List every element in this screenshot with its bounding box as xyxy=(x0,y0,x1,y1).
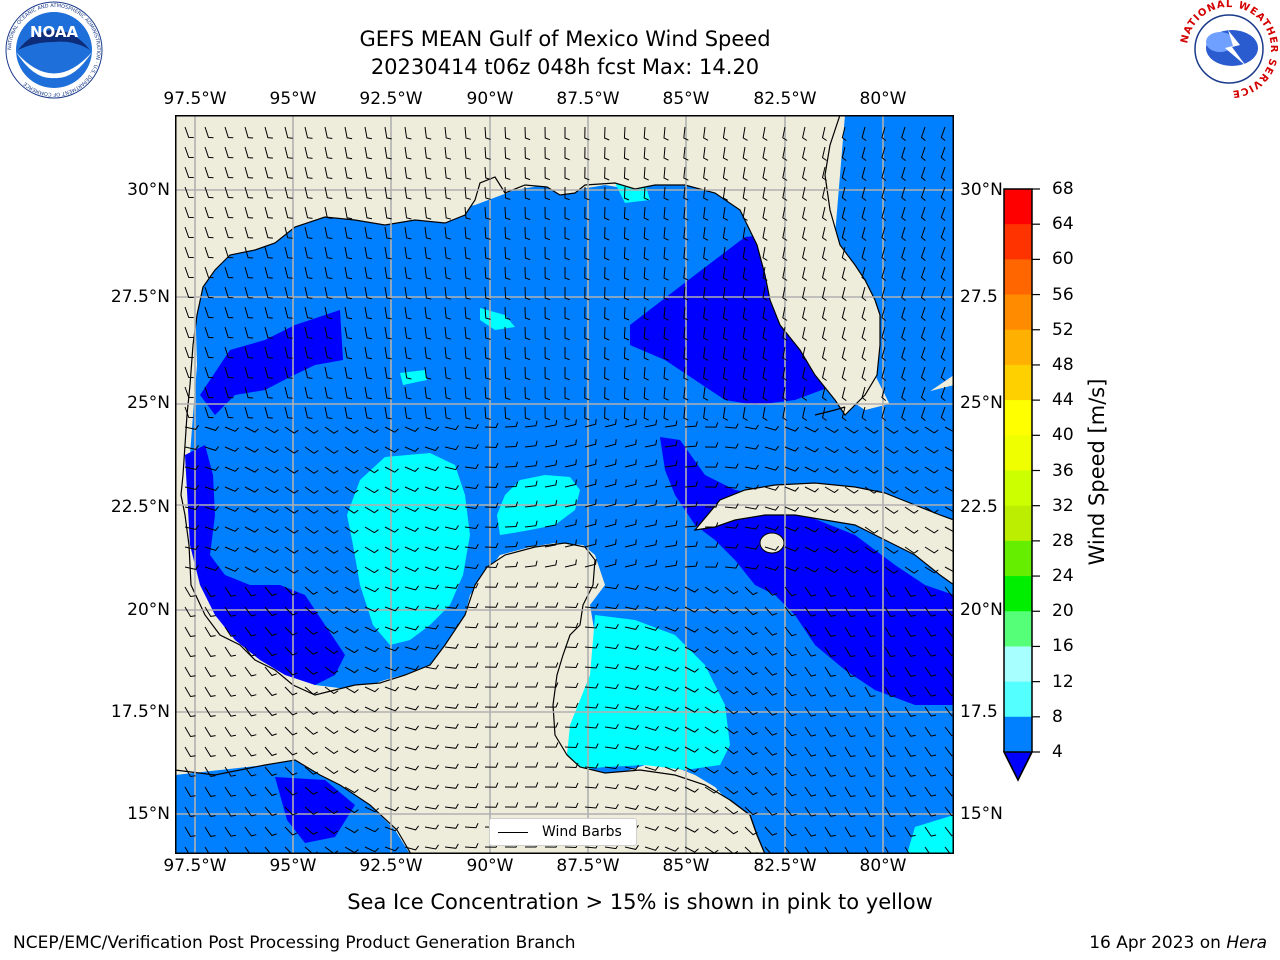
chart-title: GEFS MEAN Gulf of Mexico Wind Speed xyxy=(359,27,771,51)
colorbar xyxy=(1002,188,1040,782)
lon-tick-bottom: 85°W xyxy=(662,856,710,876)
footer-date-text: 16 Apr 2023 on xyxy=(1089,933,1227,953)
colorbar-label: 40 xyxy=(1052,425,1074,446)
svg-text:NOAA: NOAA xyxy=(30,23,79,41)
colorbar-label: 48 xyxy=(1052,354,1074,375)
lon-tick-top: 95°W xyxy=(269,89,317,109)
lon-tick-bottom: 80°W xyxy=(859,856,907,876)
colorbar-label: 20 xyxy=(1052,601,1074,622)
colorbar-label: 36 xyxy=(1052,460,1074,481)
sea-ice-note: Sea Ice Concentration > 15% is shown in … xyxy=(347,890,933,914)
map-frame xyxy=(175,115,954,854)
colorbar-segment xyxy=(1004,540,1032,577)
colorbar-label: 12 xyxy=(1052,671,1074,692)
colorbar-segment xyxy=(1004,294,1032,331)
lat-tick-left: 30°N xyxy=(127,180,170,200)
colorbar-label: 24 xyxy=(1052,566,1074,587)
colorbar-segment xyxy=(1004,435,1032,471)
lon-tick-top: 92.5°W xyxy=(359,89,423,109)
gulf-wind-map xyxy=(175,115,954,854)
colorbar-label: 8 xyxy=(1052,706,1063,727)
lat-tick-right: 27.5 xyxy=(960,287,998,307)
cuba xyxy=(693,482,954,586)
colorbar-segment xyxy=(1004,646,1032,683)
colorbar-segment xyxy=(1004,224,1032,260)
lat-tick-left: 20°N xyxy=(127,600,170,620)
lon-tick-top: 90°W xyxy=(466,89,514,109)
legend-line-icon xyxy=(498,831,528,833)
lat-tick-right: 20°N xyxy=(960,600,1003,620)
lon-tick-top: 82.5°W xyxy=(753,89,817,109)
lat-tick-left: 17.5°N xyxy=(110,702,170,722)
map-legend: Wind Barbs xyxy=(489,818,637,846)
colorbar-segment xyxy=(1004,364,1032,401)
lat-tick-right: 30°N xyxy=(960,180,1003,200)
colorbar-label: 56 xyxy=(1052,284,1074,305)
colorbar-title: Wind Speed [m/s] xyxy=(1085,378,1109,566)
colorbar-segment xyxy=(1004,681,1032,718)
colorbar-label: 32 xyxy=(1052,495,1074,516)
colorbar-segment xyxy=(1004,400,1032,436)
colorbar-label: 44 xyxy=(1052,390,1074,411)
lon-tick-bottom: 87.5°W xyxy=(556,856,620,876)
footer-date: 16 Apr 2023 on Hera xyxy=(1089,933,1267,953)
colorbar-label: 28 xyxy=(1052,530,1074,551)
lon-tick-top: 87.5°W xyxy=(556,89,620,109)
colorbar-label: 68 xyxy=(1052,179,1074,199)
lat-tick-right: 15°N xyxy=(960,804,1003,824)
lat-tick-right: 17.5 xyxy=(960,702,998,722)
lon-tick-top: 80°W xyxy=(859,89,907,109)
lat-tick-left: 22.5°N xyxy=(110,497,170,517)
legend-label: Wind Barbs xyxy=(542,824,622,840)
lon-tick-bottom: 90°W xyxy=(466,856,514,876)
lon-tick-bottom: 92.5°W xyxy=(359,856,423,876)
colorbar-segment xyxy=(1004,576,1032,612)
colorbar-segment xyxy=(1004,189,1032,225)
chart-subtitle: 20230414 t06z 048h fcst Max: 14.20 xyxy=(370,55,760,79)
lon-tick-bottom: 82.5°W xyxy=(753,856,817,876)
colorbar-segment xyxy=(1004,611,1032,647)
lat-tick-left: 27.5°N xyxy=(110,287,170,307)
footer-host: Hera xyxy=(1226,933,1267,953)
colorbar-label: 4 xyxy=(1052,742,1063,762)
lon-tick-bottom: 95°W xyxy=(269,856,317,876)
lat-tick-left: 25°N xyxy=(127,393,170,413)
lon-tick-top: 97.5°W xyxy=(163,89,227,109)
lat-tick-left: 15°N xyxy=(127,804,170,824)
lat-tick-right: 22.5 xyxy=(960,497,998,517)
colorbar-segment xyxy=(1004,470,1032,507)
lat-tick-right: 25°N xyxy=(960,393,1003,413)
colorbar-label: 52 xyxy=(1052,319,1074,340)
colorbar-segment xyxy=(1004,329,1032,366)
lon-tick-top: 85°W xyxy=(662,89,710,109)
colorbar-label: 64 xyxy=(1052,214,1074,235)
nws-logo: NATIONAL WEATHER SERVICE xyxy=(1179,0,1278,99)
noaa-logo: NOAA NATIONAL OCEANIC AND ATMOSPHERIC AD… xyxy=(4,0,104,100)
colorbar-label: 16 xyxy=(1052,636,1074,657)
colorbar-segment xyxy=(1004,505,1032,542)
wind-barbs xyxy=(184,126,954,854)
lon-tick-bottom: 97.5°W xyxy=(163,856,227,876)
colorbar-segment xyxy=(1004,716,1032,752)
footer-credit: NCEP/EMC/Verification Post Processing Pr… xyxy=(13,933,576,953)
colorbar-label: 60 xyxy=(1052,249,1074,270)
colorbar-segment xyxy=(1004,259,1032,296)
